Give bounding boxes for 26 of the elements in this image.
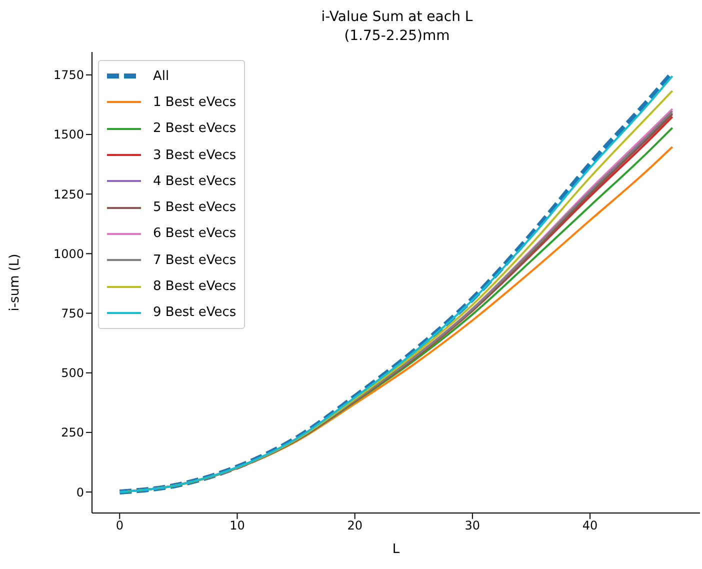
legend-label: 6 Best eVecs: [153, 226, 236, 242]
chart-title: i-Value Sum at each L (1.75-2.25)mm: [320, 8, 474, 46]
legend-label: 2 Best eVecs: [153, 121, 236, 136]
legend-label: 1 Best eVecs: [153, 94, 236, 110]
legend-label: All: [153, 68, 170, 84]
legend-label: 5 Best eVecs: [153, 200, 236, 216]
legend-label: 4 Best eVecs: [153, 174, 236, 189]
x-tick-label: 20: [347, 518, 362, 533]
y-tick-label: 1500: [53, 128, 84, 142]
legend-label: 3 Best eVecs: [153, 148, 236, 163]
y-tick-label: 1750: [53, 68, 84, 82]
legend-label: 8 Best eVecs: [153, 279, 236, 294]
x-tick-label: 30: [464, 518, 480, 533]
x-tick-label: 0: [116, 518, 124, 533]
legend-label: 9 Best eVecs: [153, 305, 236, 320]
y-tick-label: 500: [61, 366, 84, 380]
y-tick-label: 750: [61, 306, 84, 321]
y-tick-label: 1000: [53, 246, 84, 261]
x-tick-label: 40: [582, 518, 598, 533]
x-tick-label: 10: [230, 518, 245, 533]
legend-label: 7 Best eVecs: [153, 252, 236, 268]
y-tick-label: 1250: [53, 187, 84, 202]
y-axis-title: i-sum (L): [8, 254, 23, 312]
y-tick-label: 250: [61, 426, 84, 440]
x-axis-title: L: [392, 542, 400, 557]
y-tick-label: 0: [76, 485, 84, 500]
